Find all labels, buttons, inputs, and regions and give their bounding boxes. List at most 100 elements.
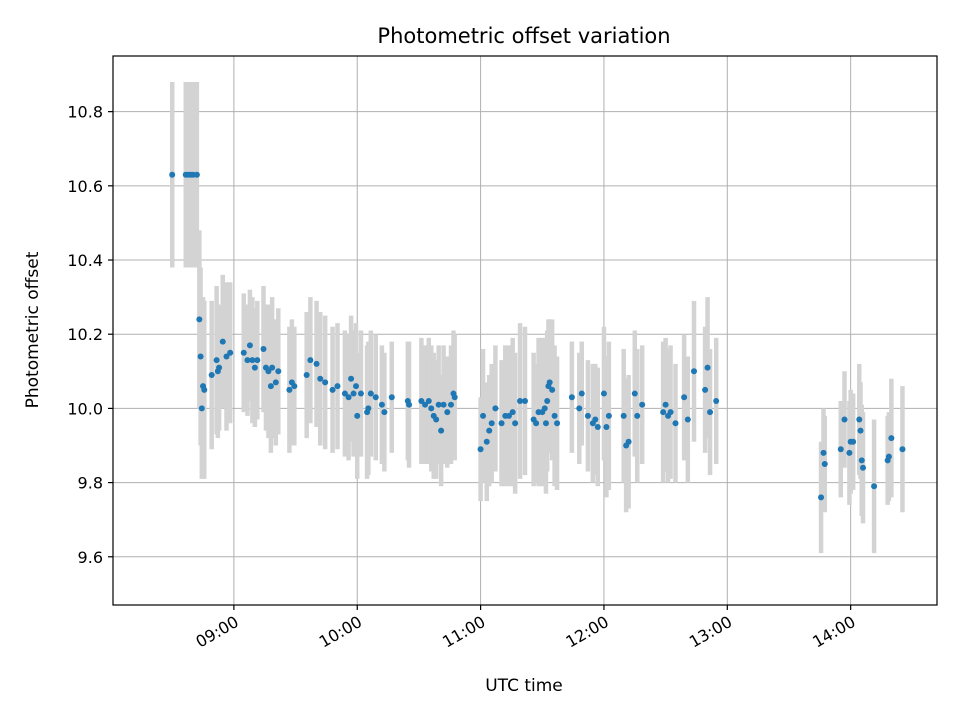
data-point — [357, 390, 364, 397]
data-point — [517, 397, 524, 404]
data-point — [275, 368, 282, 375]
y-tick-label: 10.2 — [67, 325, 103, 344]
data-point — [549, 386, 556, 393]
data-point — [684, 416, 691, 423]
data-point — [899, 446, 906, 453]
data-point — [440, 401, 447, 408]
data-point — [857, 427, 864, 434]
data-point — [341, 390, 348, 397]
data-point — [858, 457, 865, 464]
data-point — [667, 409, 674, 416]
data-point — [542, 420, 549, 427]
data-point — [533, 420, 540, 427]
data-point — [707, 409, 714, 416]
data-points — [169, 171, 906, 501]
data-point — [425, 397, 432, 404]
data-point — [544, 397, 551, 404]
y-tick-label: 10.6 — [67, 177, 103, 196]
data-point — [551, 412, 558, 419]
data-point — [269, 364, 276, 371]
y-tick-label: 9.8 — [78, 474, 103, 493]
data-point — [447, 401, 454, 408]
data-point — [554, 420, 561, 427]
data-point — [422, 401, 429, 408]
data-point — [354, 412, 361, 419]
data-point — [856, 416, 863, 423]
y-tick-label: 10.4 — [67, 251, 103, 270]
data-point — [169, 171, 176, 178]
data-point — [406, 401, 413, 408]
data-point — [713, 397, 720, 404]
data-point — [505, 412, 512, 419]
data-point — [227, 349, 234, 356]
data-point — [444, 409, 451, 416]
y-tick-label: 10.8 — [67, 103, 103, 122]
y-axis-label: Photometric offset — [23, 251, 43, 408]
data-point — [367, 390, 374, 397]
data-point — [286, 386, 293, 393]
data-point — [329, 386, 336, 393]
data-point — [594, 423, 601, 430]
y-axis-ticks: 9.6 9.8 10.0 10.2 10.4 10.6 10.8 — [67, 103, 113, 567]
data-point — [438, 427, 445, 434]
data-point — [625, 438, 632, 445]
data-point — [477, 446, 484, 453]
data-point — [196, 316, 203, 323]
data-point — [197, 353, 204, 360]
data-point — [592, 416, 599, 423]
data-point — [546, 379, 553, 386]
data-point — [509, 409, 516, 416]
data-point — [498, 420, 505, 427]
data-point — [486, 427, 493, 434]
data-point — [841, 416, 848, 423]
data-point — [208, 372, 215, 379]
data-point — [492, 405, 499, 412]
data-point — [418, 397, 425, 404]
data-point — [820, 449, 827, 456]
data-point — [378, 401, 385, 408]
data-point — [240, 349, 247, 356]
data-point — [660, 409, 667, 416]
data-point — [272, 379, 279, 386]
data-point — [251, 364, 258, 371]
data-point — [541, 405, 548, 412]
data-point — [846, 449, 853, 456]
data-point — [576, 405, 583, 412]
data-point — [291, 383, 298, 390]
data-point — [702, 386, 709, 393]
data-point — [265, 368, 272, 375]
data-point — [888, 435, 895, 442]
data-point — [821, 461, 828, 468]
data-point — [345, 394, 352, 401]
data-point — [254, 357, 261, 364]
data-point — [350, 390, 357, 397]
data-point — [483, 438, 490, 445]
data-point — [435, 401, 442, 408]
data-point — [317, 375, 324, 382]
data-point — [388, 394, 395, 401]
data-point — [353, 383, 360, 390]
data-point — [512, 420, 519, 427]
data-point — [578, 390, 585, 397]
data-point — [620, 412, 627, 419]
data-point — [859, 464, 866, 471]
data-point — [451, 394, 458, 401]
data-point — [871, 483, 878, 490]
data-point — [681, 394, 688, 401]
data-point — [216, 364, 223, 371]
data-point — [662, 401, 669, 408]
data-point — [372, 394, 379, 401]
data-point — [600, 390, 607, 397]
data-point — [303, 372, 310, 379]
data-point — [213, 357, 220, 364]
data-point — [260, 346, 267, 353]
data-point — [850, 438, 857, 445]
data-point — [690, 368, 697, 375]
data-point — [334, 383, 341, 390]
data-point — [244, 357, 251, 364]
data-point — [381, 409, 388, 416]
data-point — [433, 416, 440, 423]
data-point — [522, 397, 528, 404]
